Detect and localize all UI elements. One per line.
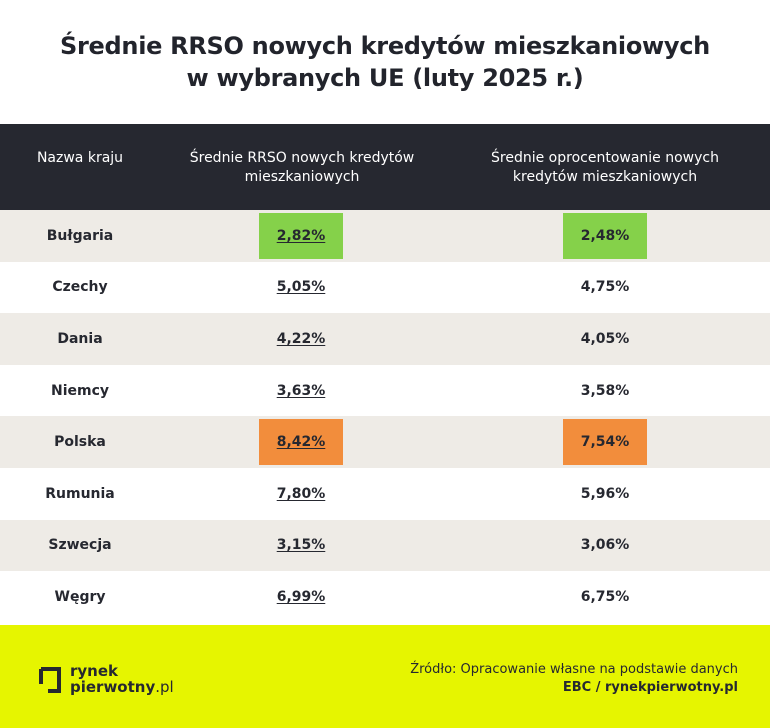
header-country-label: Nazwa kraju [36,150,124,166]
cell-rrso: 5,05% [259,262,343,314]
highlight-box [259,419,343,466]
header-rrso-line-2: mieszkaniowych [244,169,360,185]
cell-rate: 7,54% [580,434,630,451]
table-row: Czechy 5,05% 4,75% [0,262,770,314]
cell-rrso-value: 5,05% [276,279,326,296]
cell-rate: 5,96% [580,485,630,502]
cell-country: Dania [57,330,103,347]
cell-country: Czechy [52,279,108,296]
header-rate-line-2: kredytów mieszkaniowych [512,169,698,185]
cell-rrso: 3,15% [259,520,343,572]
chart-title-line-1: Średnie RRSO nowych kredytów mieszkaniow… [60,32,710,60]
table-row: Polska 8,42% 7,54% [0,416,770,468]
cell-rate: 6,75% [580,588,630,605]
table-row: Niemcy 3,63% 3,58% [0,365,770,417]
cell-country: Bułgaria [46,227,114,244]
highlight-box [259,213,343,259]
cell-rrso: 3,63% [259,365,343,417]
header-country: Nazwa kraju [0,149,160,168]
table-row: Bułgaria 2,82% 2,48% [0,210,770,262]
logo-line-2: pierwotny.pl [70,679,174,695]
cell-country: Szwecja [48,537,112,554]
cell-country: Węgry [54,588,106,605]
logo-line-1: rynek [70,662,119,680]
logo-tld: .pl [155,678,174,696]
header-rrso: Średnie RRSO nowych kredytów mieszkaniow… [170,149,434,187]
cell-rate: 3,06% [580,537,630,554]
chart-title: Średnie RRSO nowych kredytów mieszkaniow… [0,30,770,94]
source-line-2: EBC / rynekpierwotny.pl [562,680,738,695]
cell-rrso-value: 4,22% [276,330,326,347]
table-header: Nazwa kraju Średnie RRSO nowych kredytów… [0,124,770,210]
cell-country: Rumunia [45,485,115,502]
logo-name: pierwotny [70,678,156,696]
source-line-1: Źródło: Opracowanie własne na podstawie … [410,662,738,677]
cell-rrso-value: 2,82% [276,227,326,244]
table-body: Bułgaria 2,82% 2,48% Czechy 5,05% 4,75% Dania 4… [0,210,770,623]
table-row: Dania 4,22% 4,05% [0,313,770,365]
highlight-box [563,213,647,259]
cell-country: Polska [54,434,106,451]
cell-rrso: 4,22% [259,313,343,365]
cell-rrso-value: 3,63% [276,382,326,399]
brand-logo: rynek pierwotny.pl [38,663,188,699]
cell-rrso-value: 3,15% [276,537,326,554]
cell-rate: 4,05% [580,330,630,347]
cell-rrso: 2,82% [259,210,343,262]
source-note: Źródło: Opracowanie własne na podstawie … [410,661,738,697]
cell-rate: 4,75% [580,279,630,296]
header-rate: Średnie oprocentowanie nowych kredytów m… [470,149,740,187]
table-row: Węgry 6,99% 6,75% [0,571,770,623]
bracket-logo-icon [39,667,61,693]
footer: rynek pierwotny.pl Źródło: Opracowanie w… [0,625,770,728]
table-row: Szwecja 3,15% 3,06% [0,519,770,572]
brand-logo-text: rynek pierwotny.pl [70,663,174,695]
highlight-box [563,419,647,466]
chart-title-line-2: w wybranych UE (luty 2025 r.) [186,64,584,92]
cell-rate: 2,48% [580,227,630,244]
cell-rate: 3,58% [580,382,630,399]
cell-rrso: 8,42% [259,416,343,468]
table-row: Rumunia 7,80% 5,96% [0,468,770,520]
cell-rrso-value: 8,42% [276,434,326,451]
header-rate-line-1: Średnie oprocentowanie nowych [491,150,719,166]
cell-rrso: 7,80% [259,468,343,520]
cell-rrso: 6,99% [259,571,343,623]
cell-rrso-value: 7,80% [276,485,326,502]
cell-country: Niemcy [50,382,110,399]
cell-rrso-value: 6,99% [276,588,326,605]
header-rrso-line-1: Średnie RRSO nowych kredytów [189,150,415,166]
